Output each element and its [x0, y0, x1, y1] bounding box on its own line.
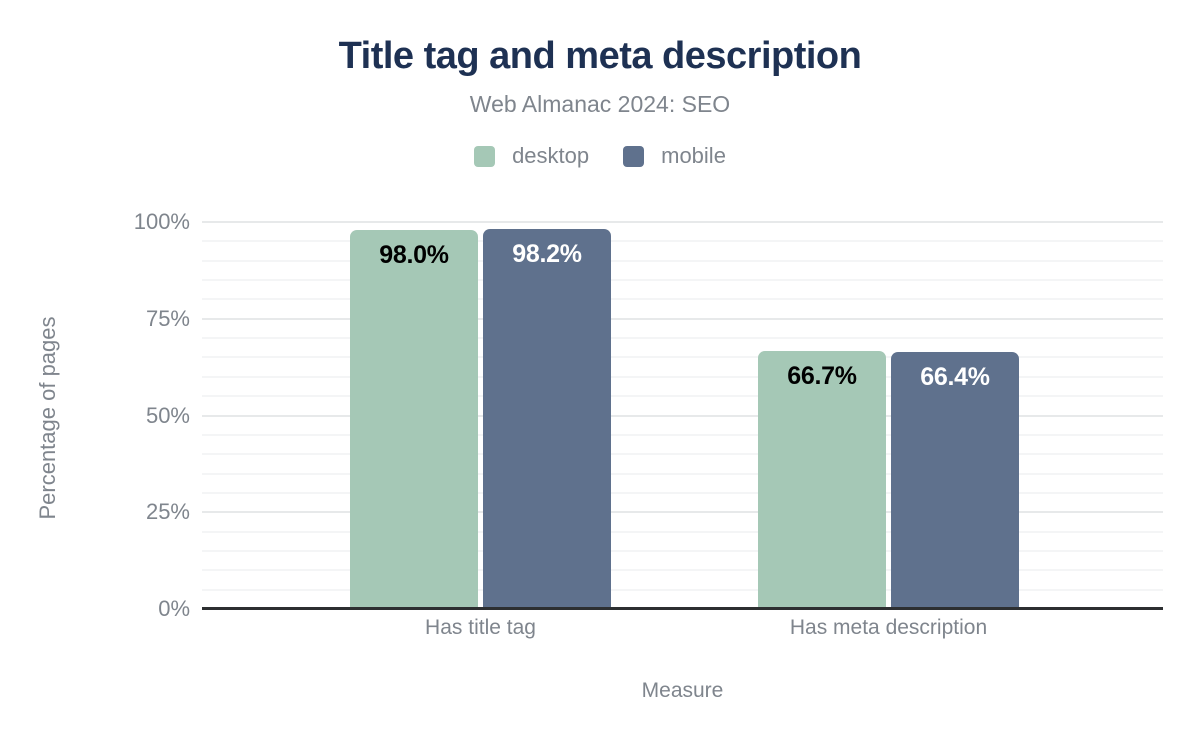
y-axis-tick-label: 100% [133, 209, 190, 234]
gridline-minor [202, 337, 1163, 340]
x-axis-line [202, 607, 1163, 610]
gridline-minor [202, 259, 1163, 262]
gridline-minor [202, 569, 1163, 572]
x-axis-title: Measure [641, 679, 724, 702]
legend: desktop mobile [0, 143, 1200, 169]
bar-value-label: 98.2% [512, 239, 582, 268]
gridline-minor [202, 491, 1163, 494]
legend-swatch-desktop [474, 145, 496, 167]
gridline-minor [202, 549, 1163, 552]
gridline-minor [202, 433, 1163, 436]
y-axis-tick-label: 75% [145, 305, 190, 331]
gridline-major [202, 221, 1163, 223]
legend-label-desktop: desktop [512, 143, 590, 168]
legend-item-mobile: mobile [623, 143, 726, 169]
bar-desktop: 98.0% [350, 229, 478, 609]
gridline-major [202, 317, 1163, 320]
chart-subtitle: Web Almanac 2024: SEO [469, 91, 731, 117]
legend-item-desktop: desktop [474, 143, 589, 169]
bar-group: 66.7% 66.4% [758, 222, 1019, 609]
gridline-minor [202, 395, 1163, 398]
bar-value-label: 66.4% [920, 363, 990, 392]
bar-desktop: 66.7% [758, 350, 886, 609]
y-axis-tick-label: 25% [145, 499, 190, 525]
y-axis-tick-labels: 0% 25% 50% 75% 100% [0, 209, 190, 621]
gridline-minor [202, 375, 1163, 378]
gridline-major [202, 414, 1163, 417]
gridline-minor [202, 588, 1163, 591]
x-axis-category-label: Has title tag [425, 616, 536, 639]
bar-mobile: 98.2% [483, 228, 611, 609]
x-axis-category-label: Has meta description [789, 616, 988, 639]
bar-value-label: 98.0% [379, 240, 449, 269]
gridline-major [202, 511, 1163, 514]
plot-area: 98.0% 98.2% 66.7% 66.4% [202, 221, 1163, 610]
gridline-minor [202, 472, 1163, 475]
x-axis-category-labels: Has title tag Has meta description [202, 616, 1163, 644]
y-axis-tick-label: 0% [158, 596, 190, 621]
legend-swatch-mobile [623, 145, 645, 167]
bar-value-label: 66.7% [787, 361, 857, 390]
bar-mobile: 66.4% [891, 352, 1019, 609]
gridline-minor [202, 279, 1163, 282]
gridline-minor [202, 356, 1163, 359]
gridline-minor [202, 530, 1163, 533]
gridline-minor [202, 298, 1163, 301]
gridline-minor [202, 240, 1163, 243]
chart-title: Title tag and meta description [338, 35, 862, 77]
y-axis-tick-label: 50% [145, 402, 190, 428]
legend-label-mobile: mobile [661, 143, 726, 168]
gridline-minor [202, 453, 1163, 456]
bar-group: 98.0% 98.2% [350, 222, 611, 609]
